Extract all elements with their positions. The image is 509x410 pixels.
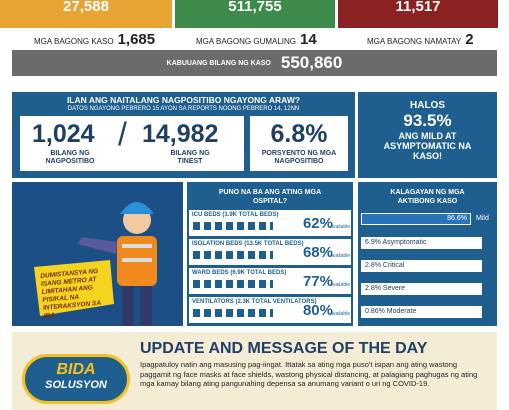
title: UPDATE AND MESSAGE OF THE DAY [140,340,428,357]
message-panel: BIDA SOLUSYON UPDATE AND MESSAGE OF THE … [12,332,497,410]
body: Ipagpatuloy natin ang masusing pag-iinga… [140,360,478,388]
bed-icons [193,222,273,230]
new-deaths: MGA BAGONG NAMATAY 2 [367,31,474,49]
bed-row: WARD BEDS (6.9K TOTAL BEDS) 77% Available [189,268,351,294]
value: 93.5% [403,111,452,130]
logo-bottom: SOLUSYON [45,379,107,391]
separator: / [118,116,127,152]
bed-note: Available [329,253,350,259]
rate-label: PORSYENTO NG MGA NAGPOSITIBO [261,150,337,165]
value: 1,685 [117,31,156,48]
bed-label: ISOLATION BEDS (13.5K TOTAL BEDS) [192,241,304,247]
bed-value: 80% [302,302,333,319]
title: PUNO NA BA ANG ATING MGA OSPITAL? [218,189,322,205]
counts-box: 1,024 / 14,982 BILANG NG NAGPOSITIBO BIL… [20,116,244,171]
total-bar: KABUUANG BILANG NG KASO 550,860 [12,50,497,76]
hospital-panel: PUNO NA BA ANG ATING MGA OSPITAL? ICU BE… [187,182,353,326]
severity-row: 2.8% Severe [360,282,483,296]
bed-icons [193,251,273,259]
worker-art [34,202,157,326]
positive: 1,024 [32,120,95,148]
severity-row: 0.86% Moderate [360,305,483,319]
label: MGA BAGONG NAMATAY [367,37,462,46]
label: MGA BAGONG GUMALING [196,37,297,46]
active-panel: KALAGAYAN NG MGA AKTIBONG KASO 86.6% Mil… [358,182,497,326]
rate-box: 6.8% PORSYENTO NG MGA NAGPOSITIBO [250,116,348,171]
logo-top: BIDA [56,361,96,378]
new-cases: MGA BAGONG KASO 1,685 [34,31,155,49]
total-recovered: 511,755 [175,0,335,28]
bed-icons [193,309,273,317]
illustration: DUMISTANSYA NG ISANG METRO AT LIMITAHAN … [12,182,183,326]
text: ANG MILD AT ASYMPTOMATIC NA KASO! [383,131,472,161]
total-active: 27,588 [0,0,172,28]
title: KALAGAYAN NG MGA AKTIBONG KASO [390,189,465,205]
bed-row: VENTILATORS (2.3K TOTAL VENTILATORS) 80% A… [189,297,351,323]
label: KABUUANG BILANG NG KASO [166,59,271,67]
value: 2 [465,31,474,48]
severity-row: 2.8% Critical [360,259,483,273]
bed-row: ICU BEDS (1.9K TOTAL BEDS) 62% Available [189,210,351,236]
bed-note: Available [329,282,350,288]
title: ILAN ANG NAITALANG NAGPOSITIBO NGAYONG A… [66,95,301,105]
bed-row: ISOLATION BEDS (13.5K TOTAL BEDS) 68% Avai… [189,239,351,265]
bed-note: Available [329,311,350,317]
top: HALOS [410,100,445,111]
tested-label: BILANG NG TINEST [170,150,210,165]
positivity-panel: ILAN ANG NAITALANG NAGPOSITIBO NGAYONG A… [12,92,355,178]
bed-note: Available [329,224,350,230]
mild-value: 86.6% [362,214,470,224]
bed-value: 77% [302,273,333,290]
mild-panel: HALOS 93.5% ANG MILD AT ASYMPTOMATIC NA … [358,92,497,178]
subtitle: DATOS NGAYONG PEBRERO 15 AYON SA REPORTS… [67,106,300,112]
bed-label: VENTILATORS (2.3K TOTAL VENTILATORS) [192,299,317,305]
value: 550,860 [280,53,343,72]
bed-label: ICU BEDS (1.9K TOTAL BEDS) [192,212,279,218]
bed-label: WARD BEDS (6.9K TOTAL BEDS) [192,270,287,276]
new-recovered: MGA BAGONG GUMALING 14 [196,31,317,49]
bed-icons [193,280,273,288]
severity-row: 6.9% Asymptomatic [360,236,483,250]
mild-bar: 86.6% [360,212,472,226]
value: 14 [300,31,317,48]
mild-label: Mild [476,215,489,222]
label: MGA BAGONG KASO [34,37,114,46]
total-deaths: 11,517 [338,0,498,28]
bed-value: 62% [302,215,333,232]
bed-value: 68% [302,244,333,261]
slogan: DUMISTANSYA NG ISANG METRO AT LIMITAHAN … [40,267,102,320]
positive-label: BILANG NG NAGPOSITIBO [45,150,95,165]
logo: BIDA SOLUSYON [22,354,130,404]
tested: 14,982 [142,120,219,148]
rate: 6.8% [270,120,328,148]
